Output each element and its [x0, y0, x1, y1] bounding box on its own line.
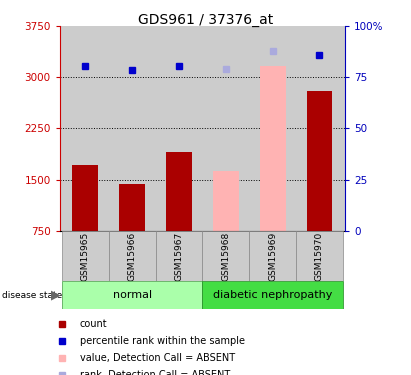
- Text: GSM15969: GSM15969: [268, 231, 277, 280]
- Bar: [62, 281, 202, 309]
- Bar: [213, 171, 239, 231]
- Bar: [260, 66, 286, 231]
- Bar: [296, 231, 343, 281]
- Text: GSM15966: GSM15966: [128, 231, 137, 280]
- Text: value, Detection Call = ABSENT: value, Detection Call = ABSENT: [80, 353, 235, 363]
- Bar: [119, 184, 145, 231]
- Text: GSM15967: GSM15967: [175, 231, 183, 280]
- Text: count: count: [80, 319, 108, 329]
- Bar: [62, 231, 109, 281]
- Text: GSM15965: GSM15965: [81, 231, 90, 280]
- Text: percentile rank within the sample: percentile rank within the sample: [80, 336, 245, 346]
- Text: diabetic nephropathy: diabetic nephropathy: [213, 290, 332, 300]
- Text: ▶: ▶: [51, 289, 61, 302]
- Bar: [307, 91, 332, 231]
- Bar: [166, 152, 192, 231]
- Bar: [202, 281, 343, 309]
- Bar: [249, 231, 296, 281]
- Bar: [202, 231, 249, 281]
- Text: GSM15970: GSM15970: [315, 231, 324, 280]
- Text: normal: normal: [113, 290, 152, 300]
- Text: rank, Detection Call = ABSENT: rank, Detection Call = ABSENT: [80, 370, 230, 375]
- Bar: [156, 231, 202, 281]
- Text: disease state: disease state: [2, 291, 62, 300]
- Bar: [72, 165, 98, 231]
- Bar: [109, 231, 156, 281]
- Text: GDS961 / 37376_at: GDS961 / 37376_at: [138, 13, 273, 27]
- Text: GSM15968: GSM15968: [222, 231, 230, 280]
